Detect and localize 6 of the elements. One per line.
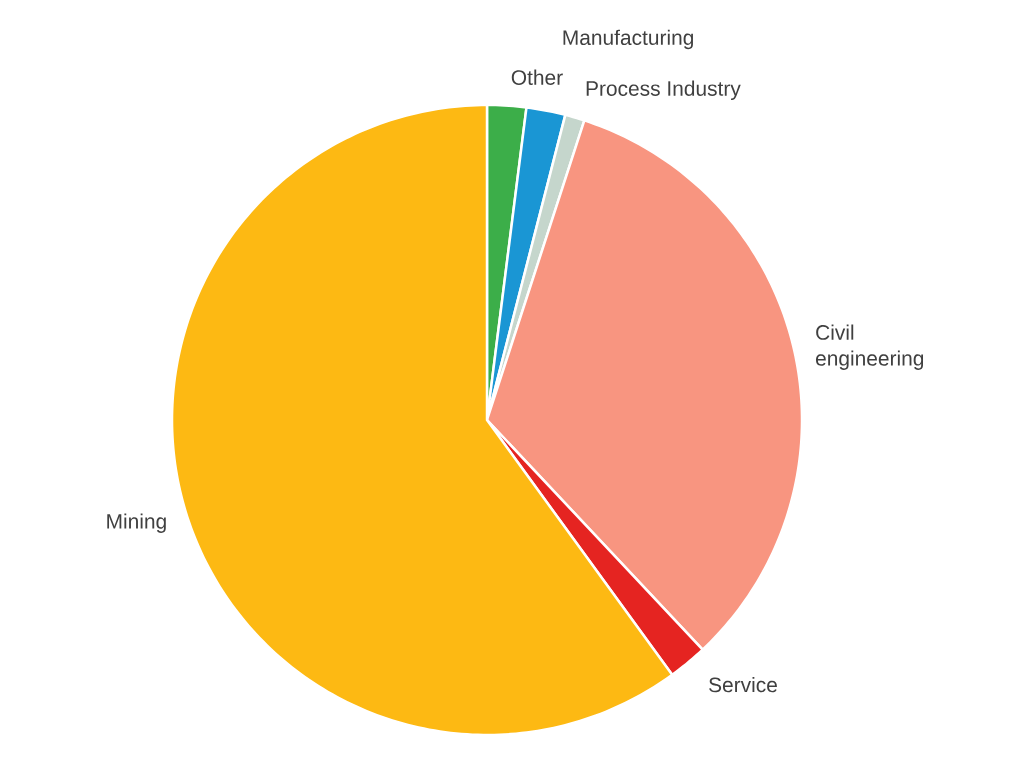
slice-label: Other [511, 69, 563, 85]
slice-label: Process Industry [586, 80, 741, 101]
slice-label: Service [709, 676, 777, 693]
slice-label: Civil engineering [816, 324, 924, 370]
slice-label: Manufacturing [563, 29, 694, 50]
slice-label: Mining [107, 513, 166, 533]
